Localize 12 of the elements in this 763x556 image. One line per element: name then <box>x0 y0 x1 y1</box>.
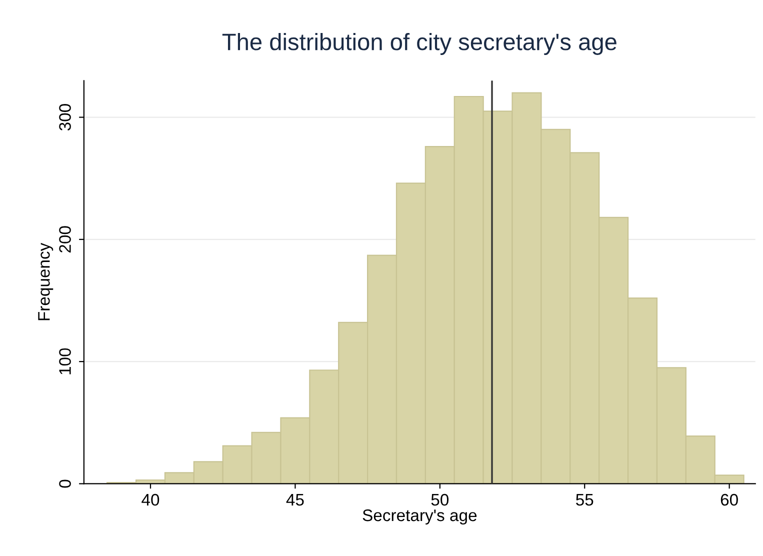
y-axis-title: Frequency <box>38 242 54 320</box>
y-tick-label: 300 <box>59 104 71 131</box>
y-tick-label: 0 <box>59 480 71 488</box>
x-tick-label: 50 <box>431 494 449 506</box>
x-tick-label: 55 <box>576 494 594 506</box>
y-tick-label: 200 <box>59 226 71 252</box>
x-tick-label: 60 <box>720 494 738 506</box>
y-tick-label: 100 <box>59 348 71 374</box>
chart-title: The distribution of city secretary's age <box>222 32 616 55</box>
x-tick-label: 45 <box>286 494 304 506</box>
x-tick-label: 40 <box>142 494 160 506</box>
x-axis-title: Secretary's age <box>362 509 477 525</box>
